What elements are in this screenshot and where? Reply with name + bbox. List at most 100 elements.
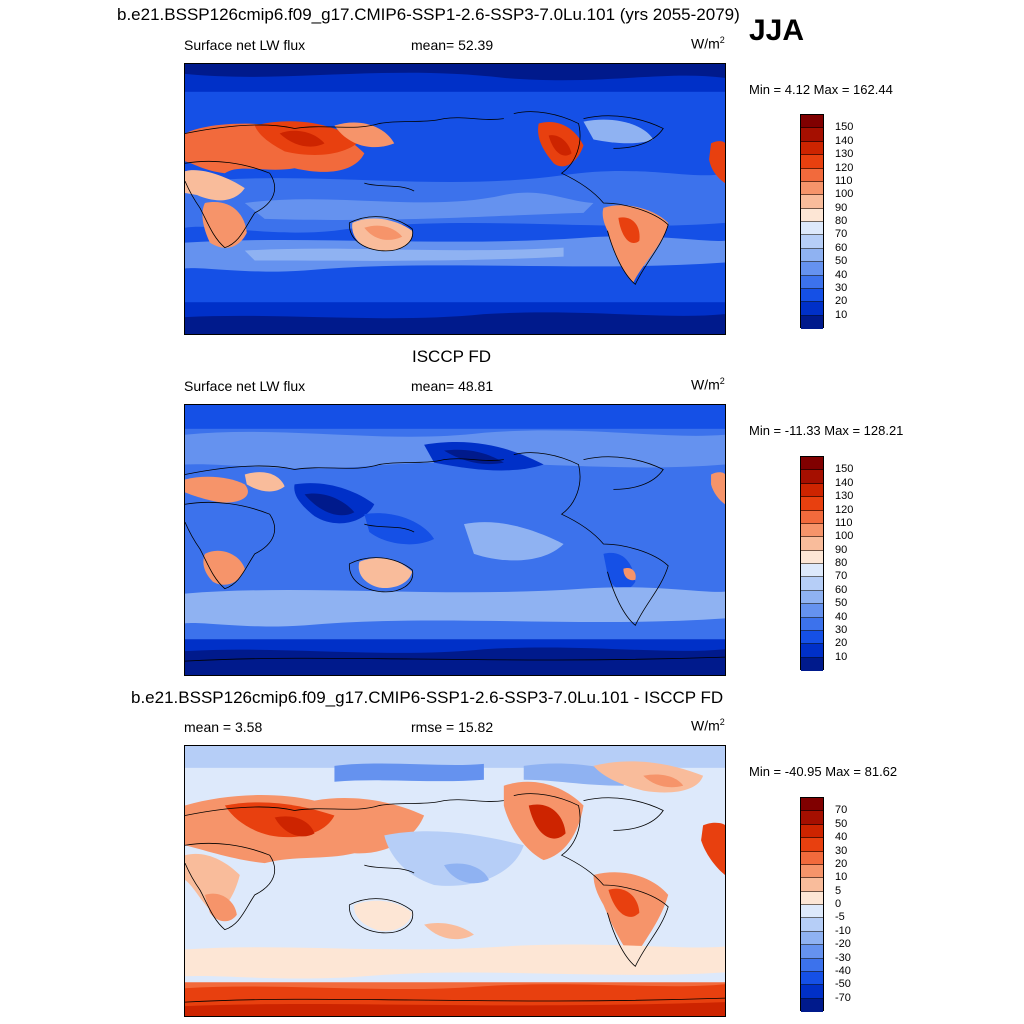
panel2-mean-label: mean= 48.81 — [411, 378, 494, 394]
panel3-minmax: Min = -40.95 Max = 81.62 — [749, 764, 898, 779]
panel1-units: W/m2 — [691, 35, 725, 52]
panel2-title: ISCCP FD — [412, 347, 492, 366]
panel3-colorbar — [800, 797, 824, 1012]
colorbar-tick-label: 150 — [835, 463, 854, 476]
colorbar-tick-label: 50 — [835, 597, 848, 610]
colorbar-tick-label: 130 — [835, 490, 854, 503]
colorbar-segment — [801, 128, 823, 142]
colorbar-tick-label: -40 — [835, 964, 851, 977]
colorbar-tick-label: 10 — [835, 871, 848, 884]
colorbar-tick-label: 120 — [835, 503, 854, 516]
colorbar-segment — [801, 302, 823, 316]
colorbar-segment — [801, 248, 823, 263]
colorbar-tick-label: 110 — [835, 174, 853, 187]
colorbar-tick-label: -30 — [835, 951, 851, 964]
colorbar-segment — [801, 141, 823, 156]
colorbar-segment — [801, 838, 823, 852]
colorbar-tick-label: 10 — [835, 308, 848, 321]
panel3-rmse-label: rmse = 15.82 — [411, 719, 494, 735]
colorbar-segment — [801, 483, 823, 498]
colorbar-segment — [801, 644, 823, 658]
colorbar-segment — [801, 537, 823, 551]
colorbar-tick-label: 30 — [835, 281, 848, 294]
colorbar-segment — [801, 275, 823, 289]
colorbar-tick-label: 20 — [835, 857, 848, 870]
colorbar-segment — [801, 262, 823, 276]
colorbar-segment — [801, 235, 823, 249]
colorbar-tick-label: 40 — [835, 610, 848, 623]
colorbar-segment — [801, 288, 823, 303]
colorbar-segment — [801, 945, 823, 959]
colorbar-segment — [801, 971, 823, 986]
colorbar-segment — [801, 811, 823, 825]
colorbar-segment — [801, 577, 823, 591]
colorbar-segment — [801, 864, 823, 879]
colorbar-segment — [801, 798, 823, 812]
colorbar-tick-label: 90 — [835, 201, 848, 214]
colorbar-segment — [801, 523, 823, 538]
colorbar-segment — [801, 497, 823, 511]
panel1-mean-label: mean= 52.39 — [411, 37, 494, 53]
panel1-minmax: Min = 4.12 Max = 162.44 — [749, 82, 893, 97]
colorbar-segment — [801, 958, 823, 972]
panel1-title: b.e21.BSSP126cmip6.f09_g17.CMIP6-SSP1-2.… — [117, 5, 740, 24]
colorbar-segment — [801, 905, 823, 919]
colorbar-tick-label: -50 — [835, 978, 851, 991]
colorbar-tick-label: 50 — [835, 817, 848, 830]
panel2-map — [184, 404, 726, 676]
colorbar-tick-label: 30 — [835, 844, 848, 857]
colorbar-segment — [801, 630, 823, 645]
colorbar-segment — [801, 985, 823, 999]
colorbar-segment — [801, 590, 823, 605]
colorbar-tick-label: 120 — [835, 161, 854, 174]
colorbar-segment — [801, 878, 823, 892]
colorbar-segment — [801, 931, 823, 946]
colorbar-tick-label: 140 — [835, 476, 854, 489]
colorbar-segment — [801, 181, 823, 196]
panel3-map — [184, 745, 726, 1017]
colorbar-segment — [801, 457, 823, 471]
colorbar-tick-label: 110 — [835, 516, 853, 529]
colorbar-segment — [801, 195, 823, 209]
colorbar-segment — [801, 510, 823, 524]
colorbar-segment — [801, 824, 823, 839]
colorbar-tick-label: -70 — [835, 991, 851, 1004]
colorbar-segment — [801, 657, 823, 671]
colorbar-tick-label: 5 — [835, 884, 842, 897]
colorbar-segment — [801, 851, 823, 865]
colorbar-segment — [801, 550, 823, 564]
panel3-units: W/m2 — [691, 717, 725, 734]
colorbar-segment — [801, 115, 823, 129]
colorbar-tick-label: 10 — [835, 650, 848, 663]
colorbar-tick-label: 30 — [835, 623, 848, 636]
colorbar-segment — [801, 891, 823, 905]
colorbar-tick-label: 70 — [835, 804, 848, 817]
colorbar-tick-label: 50 — [835, 255, 848, 268]
colorbar-segment — [801, 315, 823, 329]
colorbar-tick-label: 150 — [835, 121, 854, 134]
colorbar-tick-label: 70 — [835, 228, 848, 241]
colorbar-tick-label: 20 — [835, 637, 848, 650]
colorbar-tick-label: -5 — [835, 911, 845, 924]
season-label: JJA — [749, 14, 805, 47]
colorbar-tick-label: -20 — [835, 938, 851, 951]
colorbar-tick-label: 80 — [835, 215, 848, 227]
colorbar-tick-label: 40 — [835, 268, 848, 281]
colorbar-segment — [801, 617, 823, 631]
colorbar-segment — [801, 918, 823, 932]
panel2-variable-label: Surface net LW flux — [184, 378, 306, 394]
panel3-title: b.e21.BSSP126cmip6.f09_g17.CMIP6-SSP1-2.… — [131, 688, 724, 707]
colorbar-segment — [801, 208, 823, 222]
colorbar-tick-label: 40 — [835, 831, 848, 844]
colorbar-tick-label: 140 — [835, 134, 854, 147]
colorbar-segment — [801, 564, 823, 578]
colorbar-segment — [801, 470, 823, 484]
colorbar-tick-label: 70 — [835, 570, 848, 583]
colorbar-tick-label: -10 — [835, 924, 851, 937]
colorbar-tick-label: 20 — [835, 295, 848, 308]
panel3-mean-label: mean = 3.58 — [184, 719, 263, 735]
colorbar-tick-label: 60 — [835, 583, 848, 596]
colorbar-segment — [801, 604, 823, 618]
colorbar-segment — [801, 168, 823, 182]
panel1-colorbar — [800, 114, 824, 329]
